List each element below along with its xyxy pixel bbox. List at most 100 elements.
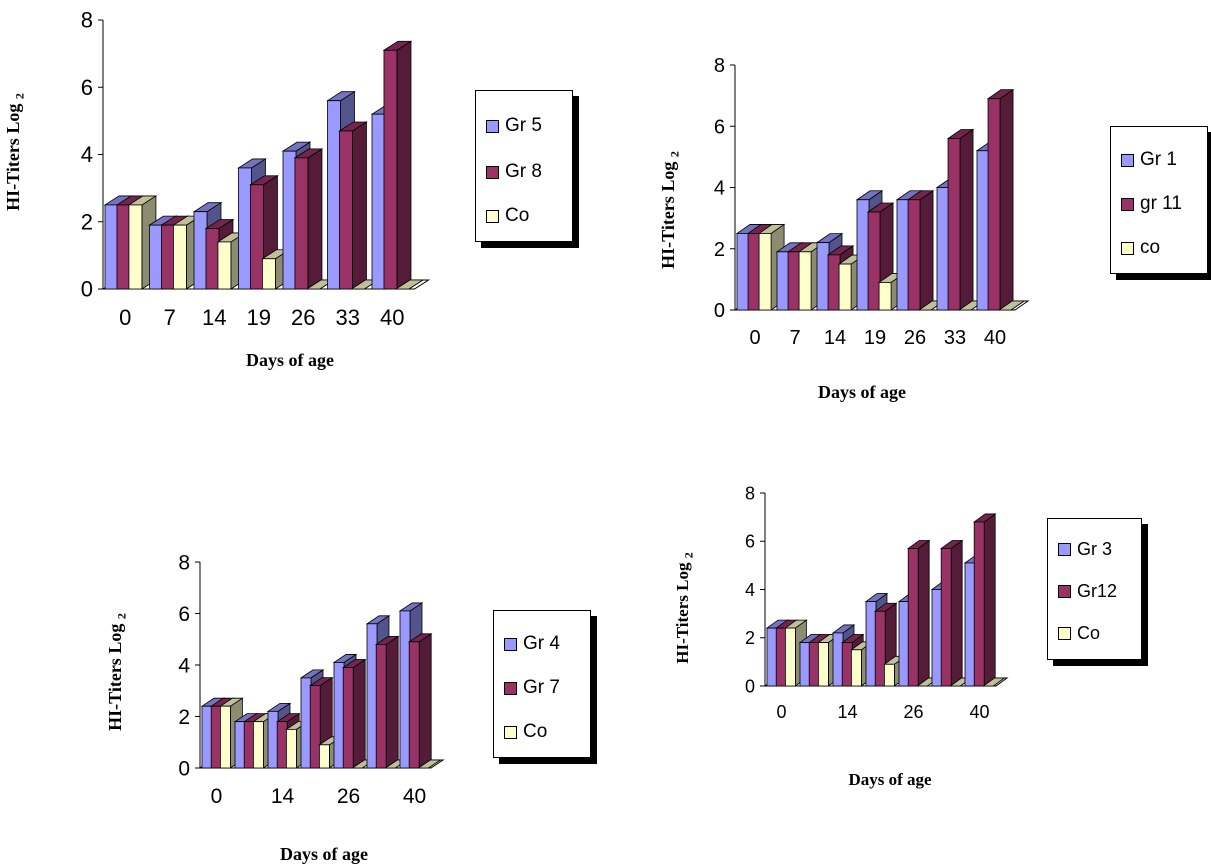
legend-item-co: co: [1121, 237, 1160, 259]
legend: Gr 3 Gr12 Co: [1047, 518, 1142, 660]
x-tick-label: 14: [202, 305, 226, 330]
x-tick-label: 19: [247, 305, 271, 330]
y-tick-label: 0: [714, 300, 725, 322]
y-tick-label: 4: [81, 142, 93, 167]
x-tick-label: 26: [904, 327, 926, 349]
x-tick-label: 40: [984, 327, 1006, 349]
y-tick-label: 2: [714, 239, 725, 261]
x-tick-label: 7: [164, 305, 176, 330]
x-tick-label: 33: [336, 305, 360, 330]
bar-gr11-day-26: [906, 189, 935, 311]
x-axis-title: Days of age: [848, 770, 932, 789]
y-tick-label: 6: [714, 116, 725, 138]
legend-swatch-maroon: [486, 165, 499, 179]
x-tick-label: 14: [837, 702, 857, 722]
y-tick-label: 0: [745, 676, 755, 696]
bar-gr8-day-33: [338, 121, 368, 290]
legend-swatch-cream: [504, 725, 517, 739]
legend-item-co: Co: [504, 721, 547, 743]
chart-plot-gr1-gr11: 0 2 4 6 8 0 7 14 19 26 33 40: [714, 55, 1030, 349]
x-axis-title: Days of age: [246, 350, 334, 370]
y-tick-label: 6: [81, 75, 93, 100]
y-tick-label: 6: [178, 603, 190, 626]
x-tick-label: 0: [119, 305, 131, 330]
legend-swatch-cream: [1121, 241, 1134, 255]
y-tick-label: 4: [745, 580, 755, 600]
bar-gr12-day-26: [906, 539, 931, 687]
legend-swatch-blue: [504, 637, 517, 651]
bar-gr8-day-26: [293, 148, 324, 290]
x-tick-label: 40: [380, 305, 404, 330]
legend-item-gr4: Gr 4: [504, 633, 560, 655]
y-axis-title: HI-Titers Log 2: [105, 613, 129, 731]
y-tick-label: 4: [714, 178, 725, 200]
legend-item-co: Co: [486, 205, 529, 227]
legend-item-gr11: gr 11: [1121, 193, 1182, 215]
x-tick-label: 7: [789, 327, 800, 349]
x-tick-label: 26: [337, 785, 360, 808]
x-tick-label: 14: [824, 327, 846, 349]
y-tick-label: 8: [745, 483, 755, 503]
y-tick-label: 8: [81, 8, 93, 33]
y-axis-title: HI-Titers Log 2: [673, 552, 696, 664]
legend-swatch-cream: [1058, 627, 1071, 640]
y-tick-label: 0: [178, 757, 190, 780]
legend-item-co: Co: [1058, 623, 1100, 644]
chart-panel-gr4-gr7: 0 2 4 6 8 0 14 26 40 HI-Titers Log 2 Days of age…: [0, 460, 620, 867]
legend-item-gr3: Gr 3: [1058, 539, 1112, 560]
x-tick-label: 14: [271, 785, 295, 808]
x-tick-label: 0: [776, 702, 786, 722]
legend-swatch-maroon: [1058, 585, 1071, 598]
legend: Gr 4 Gr 7 Co: [493, 610, 591, 758]
x-tick-label: 40: [969, 702, 989, 722]
legend-item-gr5: Gr 5: [486, 115, 542, 137]
y-tick-label: 2: [745, 628, 755, 648]
x-tick-label: 19: [864, 327, 886, 349]
chart-plot-gr4-gr7: 0 2 4 6 8 0 14 26 40: [178, 551, 445, 808]
x-tick-label: 26: [291, 305, 315, 330]
bar-co-day-40: [997, 300, 1026, 311]
legend-item-gr7: Gr 7: [504, 677, 560, 699]
bar-gr11-day-33: [946, 128, 975, 311]
chart-plot-gr3-gr12: 0 2 4 6 8 0 14 26 40: [745, 483, 1009, 722]
x-axis-title: Days of age: [280, 844, 368, 864]
bar-gr12-day-33: [939, 539, 964, 687]
chart-plot-gr5-gr8: 0 2 4 6 8 0 7 14 19 26 33 40: [81, 8, 431, 330]
y-tick-label: 2: [81, 209, 93, 234]
chart-panel-gr3-gr12: 0 2 4 6 8 0 14 26 40 HI-Titers Log 2 Days of age…: [620, 460, 1211, 867]
bar-co-day-40: [394, 279, 425, 290]
legend-swatch-maroon: [504, 681, 517, 695]
bar-gr7-day-40: [407, 633, 433, 769]
bar-gr7-day-26: [341, 658, 367, 769]
bar-co-day-40: [417, 759, 442, 769]
x-tick-label: 0: [211, 785, 223, 808]
legend-swatch-cream: [486, 209, 499, 223]
legend: Gr 5 Gr 8 Co: [475, 90, 573, 242]
legend: Gr 1 gr 11 co: [1110, 126, 1208, 274]
bar-gr8-day-40: [382, 40, 413, 290]
bar-gr11-day-40: [986, 88, 1015, 311]
y-axis-title: HI-Titers Log 2: [658, 151, 682, 269]
chart-panel-gr5-gr8: 0 2 4 6 8 0 7 14 19 26 33 40 HI-Titers Log 2 Days o…: [0, 0, 600, 400]
legend-swatch-blue: [1121, 153, 1134, 167]
y-axis-title: HI-Titers Log 2: [3, 93, 27, 211]
legend-item-gr12: Gr12: [1058, 581, 1117, 602]
chart-panel-gr1-gr11: 0 2 4 6 8 0 7 14 19 26 33 40 HI-Titers Log 2 Days o…: [605, 0, 1211, 420]
y-tick-label: 2: [178, 706, 190, 729]
x-tick-label: 40: [403, 785, 426, 808]
legend-item-gr8: Gr 8: [486, 161, 542, 183]
bar-gr7-day-33: [374, 635, 400, 769]
legend-item-gr1: Gr 1: [1121, 149, 1177, 171]
legend-swatch-blue: [486, 119, 499, 133]
y-tick-label: 0: [81, 277, 93, 302]
y-tick-label: 6: [745, 532, 755, 552]
x-axis-title: Days of age: [818, 382, 906, 402]
y-tick-label: 8: [178, 551, 190, 574]
legend-swatch-maroon: [1121, 197, 1134, 211]
x-tick-label: 26: [903, 702, 923, 722]
legend-swatch-blue: [1058, 543, 1071, 556]
bar-co-day-40: [982, 677, 1006, 687]
y-tick-label: 4: [178, 654, 190, 677]
y-tick-label: 8: [714, 55, 725, 77]
bar-gr12-day-40: [972, 513, 997, 687]
